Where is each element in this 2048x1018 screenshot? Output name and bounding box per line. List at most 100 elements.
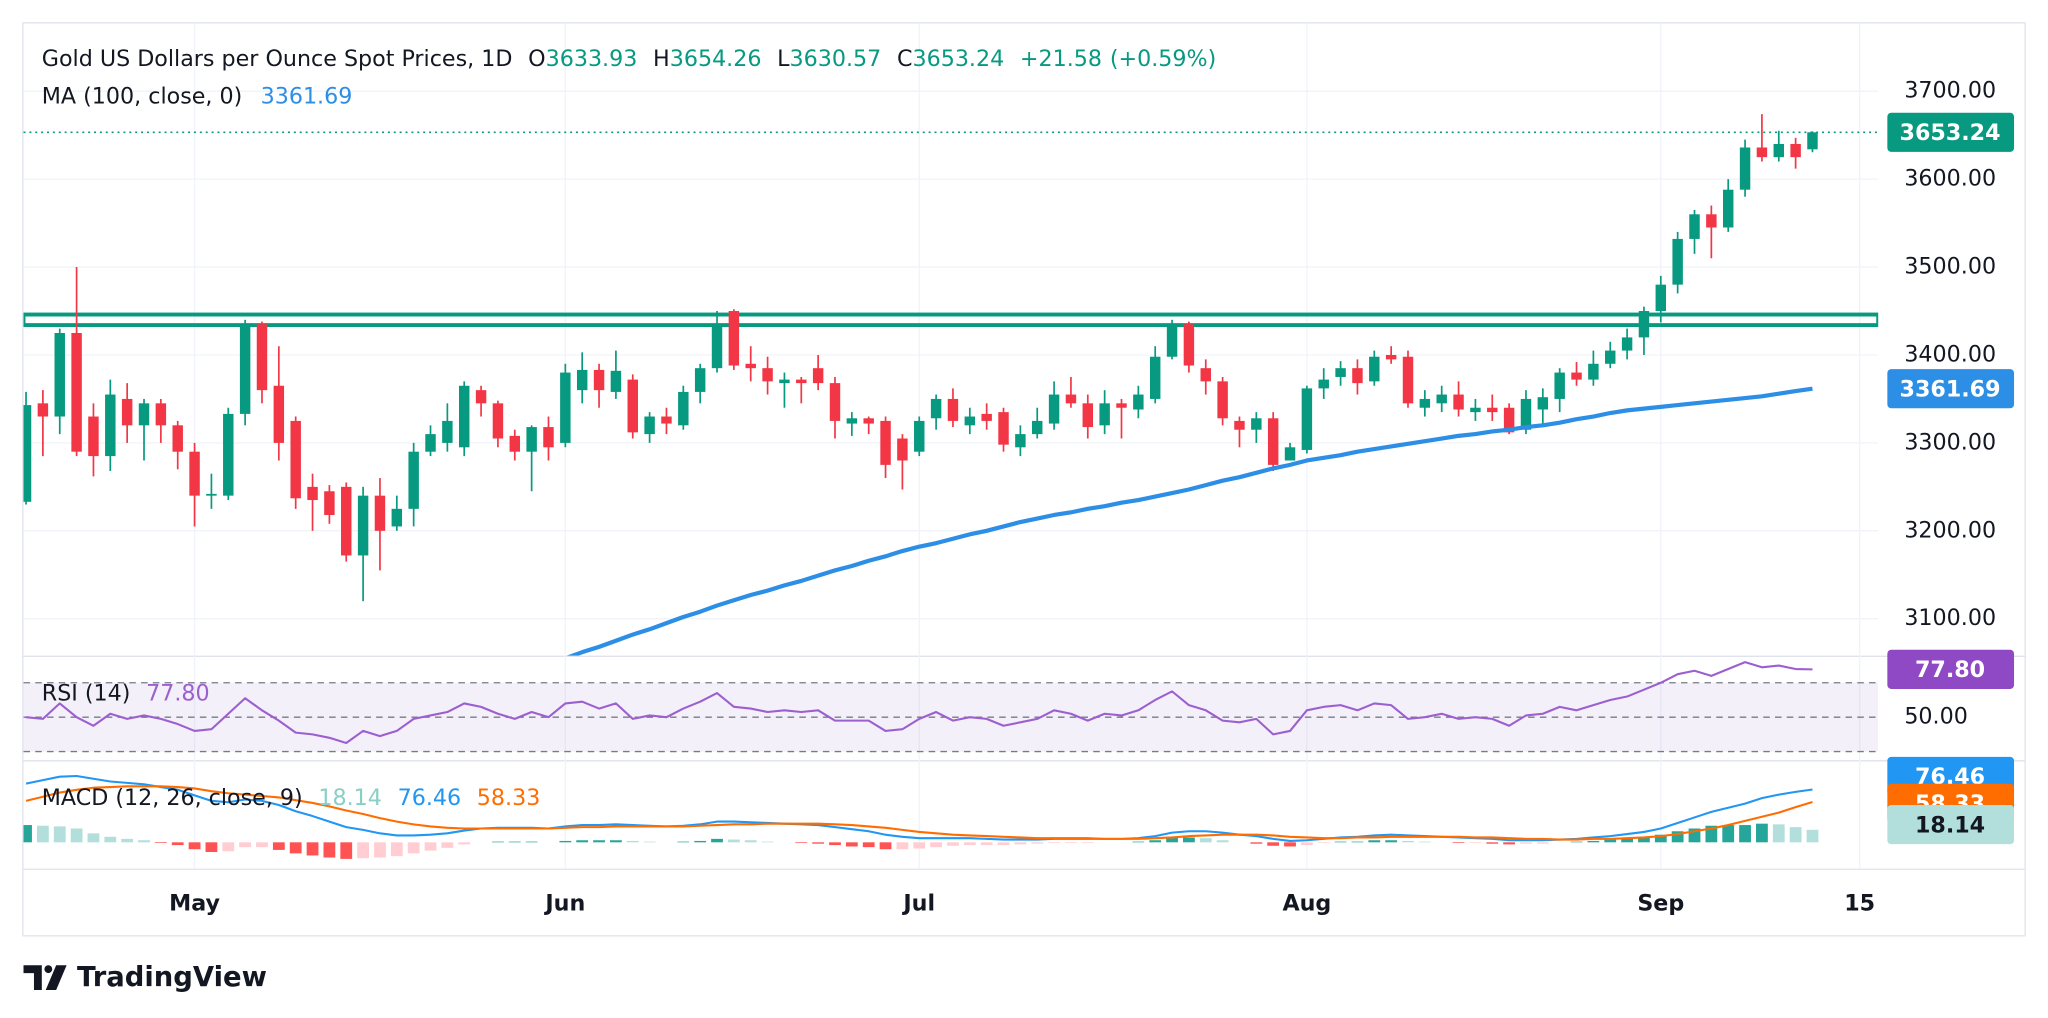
candle-body [1116,403,1127,408]
macd-histogram-bar [525,841,538,843]
candle-body [1470,407,1481,413]
legend-line: RSI (14) 77.80 [42,680,210,706]
candle-body [1554,372,1565,399]
candle-body [1133,394,1144,410]
ohlc-value: 3653.24 [912,45,1004,71]
candle-body [307,486,318,501]
y-tick-label: 3600.00 [1904,166,1996,192]
grid [23,23,1879,869]
macd-histogram-bar [340,842,353,859]
macd-histogram-bar [104,836,117,843]
candle-body [796,379,807,384]
candle-body [172,425,183,452]
macd-histogram-bar [980,842,993,846]
candle-body [71,333,82,452]
footer-brand: TradingView [77,962,267,993]
macd-histogram-bar [1368,840,1381,843]
candle-body [442,420,453,443]
macd-histogram-bar [154,842,167,844]
histogram-value: 18.14 [318,785,382,811]
candle-body [964,416,976,426]
ohlc-label: O [528,45,545,71]
macd-histogram-bar [1418,841,1431,843]
macd-histogram-bar [963,842,976,846]
candle-body [576,369,588,391]
candle-body [779,379,790,384]
candle-body [1571,372,1582,380]
macd-histogram-bar [559,840,572,843]
logo-mark [45,965,67,991]
candle-body [492,403,504,439]
candle-body [155,403,167,426]
candle-body [880,420,891,465]
macd-histogram-bar [1132,841,1145,843]
candle-body [1385,354,1397,360]
macd-histogram-bar [1806,829,1819,843]
macd-histogram-bar [829,842,841,846]
ohlc-value: 3630.57 [790,45,882,71]
x-tick-label: Jun [543,890,585,916]
macd-histogram-bar [188,842,201,850]
macd-histogram-bar [138,840,150,843]
moving-average-line [566,386,1813,656]
histogram-tag-bg [1887,804,2015,845]
candle-body [897,438,908,461]
candle-body [1234,420,1245,430]
y-tick-label: 3200.00 [1904,517,1996,543]
candle-body [88,416,99,457]
chart-frame [22,22,2026,937]
candle-body [223,413,234,496]
macd-histogram-bar [424,842,437,851]
candle-body [1335,368,1346,377]
rsi-tag: 77.80 [1915,657,1985,683]
macd-histogram-bar [1452,842,1465,844]
macd-histogram-bar [171,842,184,846]
candle-body [475,390,487,404]
change-percent: (+0.59%) [1110,45,1216,71]
macd-histogram-bar [70,828,83,843]
ohlc-label: L [777,45,790,71]
candle-body [745,363,756,369]
macd-histogram-bar [643,841,656,843]
candle-body [1520,398,1532,430]
macd-histogram-bar [508,841,521,843]
candle-body [1318,379,1329,389]
macd-histogram-bar [711,838,723,843]
candle-body [914,420,925,452]
macd-histogram-bar [1772,824,1785,843]
macd-histogram-bar [441,842,454,848]
candle-body [1082,403,1094,428]
macd-histogram-bar [53,826,66,843]
candle-body [543,427,554,448]
macd-histogram-bar [1334,841,1347,843]
candle-body [1149,356,1161,399]
candle-body [1369,356,1380,382]
macd-histogram-bar [576,840,589,843]
histogram-tag: 18.14 [1915,812,1985,838]
candle-body [1605,350,1616,364]
legend: Gold US Dollars per Ounce Spot Prices, 1… [42,45,1216,810]
macd-histogram-bar [1081,842,1094,844]
macd-histogram-bar [761,841,774,843]
candle-body [1200,368,1211,382]
candle-body [1032,420,1043,435]
x-tick-label: Jul [901,890,935,916]
candle-body [1807,132,1818,150]
macd-histogram-bar [390,842,403,857]
candle-body [998,412,1009,445]
rsi-tick-label: 50.00 [1904,704,1968,730]
legend-line: MACD (12, 26, close, 9) 18.14 76.46 58.33 [42,785,541,811]
macd-histogram-bar [407,842,420,854]
macd-histogram-bar [727,839,740,843]
candle-body [189,451,200,496]
candle-body [863,418,874,424]
macd-histogram-bar [1351,841,1364,843]
logo-mark [44,965,53,974]
macd-histogram-bar [812,842,825,844]
candle-body [728,311,740,366]
macd-histogram-bar [1065,842,1077,844]
macd-histogram-bar [1789,827,1802,843]
candle-body [1065,394,1077,404]
macd-histogram-bar [1183,837,1195,843]
